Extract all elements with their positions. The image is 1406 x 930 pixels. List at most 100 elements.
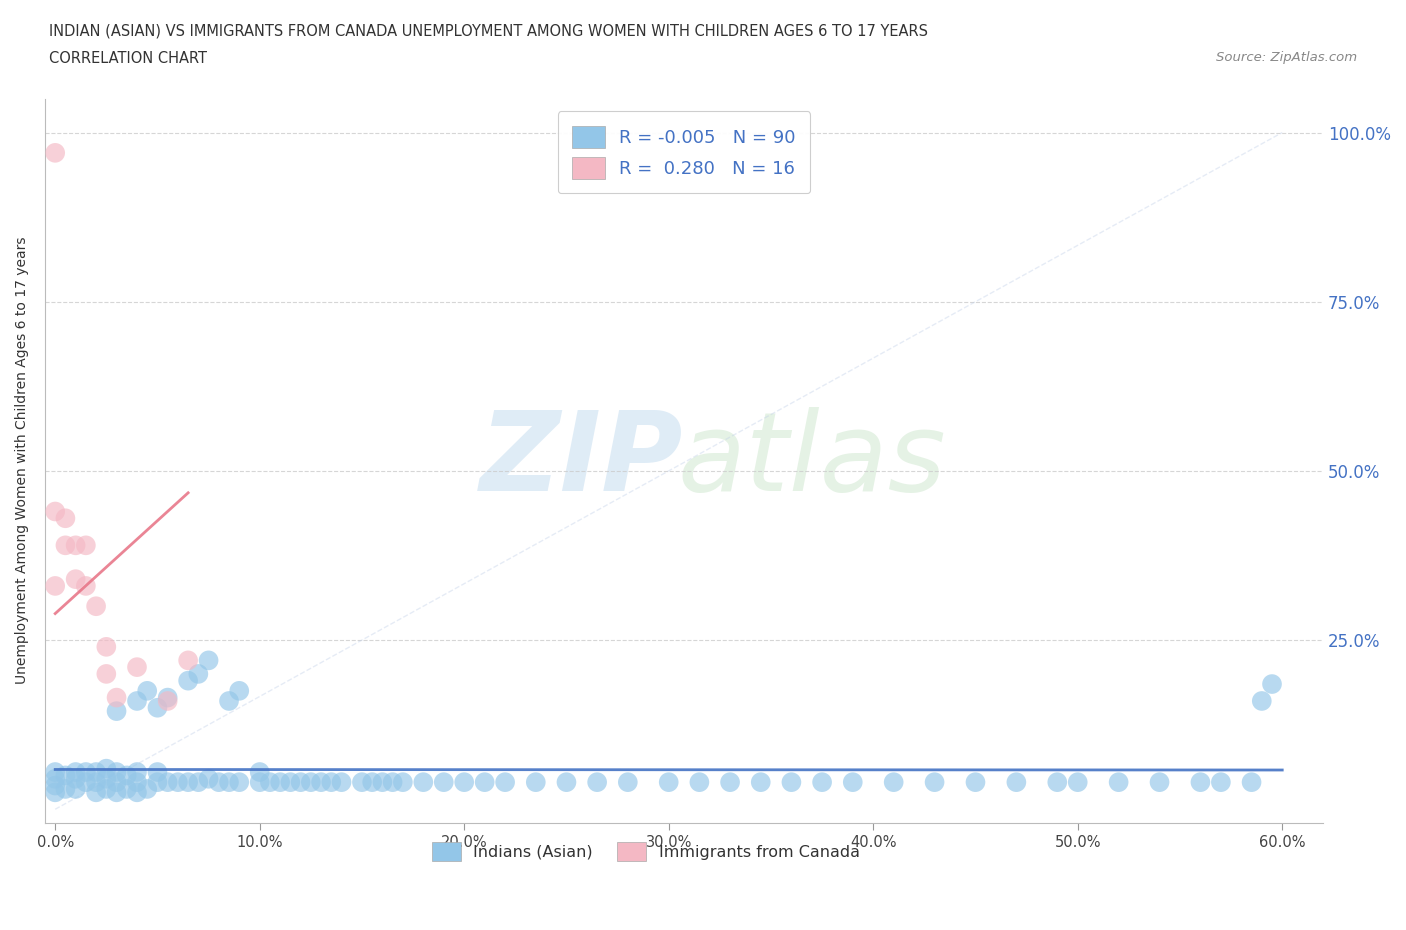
Point [156,694,179,709]
Point [688,775,710,790]
Point [84,764,107,779]
Point [84,775,107,790]
Point [218,694,240,709]
Point [218,775,240,790]
Point [330,775,353,790]
Point [555,775,578,790]
Point [156,775,179,790]
Point [321,775,343,790]
Point [136,684,159,698]
Point [96,667,118,682]
Point [177,653,200,668]
Point [474,775,496,790]
Point [125,764,148,779]
Text: ZIP: ZIP [479,407,683,514]
Point [187,667,209,682]
Point [96,781,118,796]
Point [617,775,640,790]
Point [197,771,219,786]
Point [125,659,148,674]
Point [299,775,322,790]
Point [105,704,128,719]
Point [371,775,394,790]
Legend: Indians (Asian), Immigrants from Canada: Indians (Asian), Immigrants from Canada [423,833,868,870]
Point [290,775,312,790]
Point [44,145,66,160]
Point [44,771,66,786]
Point [842,775,865,790]
Point [146,775,169,790]
Point [125,775,148,790]
Point [187,775,209,790]
Point [146,764,169,779]
Point [1209,775,1232,790]
Point [924,775,946,790]
Point [228,684,250,698]
Point [259,775,281,790]
Point [1261,677,1284,692]
Point [65,572,87,587]
Point [208,775,231,790]
Point [156,690,179,705]
Point [125,785,148,800]
Point [780,775,803,790]
Point [84,599,107,614]
Point [125,694,148,709]
Point [453,775,475,790]
Point [1240,775,1263,790]
Point [177,775,200,790]
Point [96,771,118,786]
Point [228,775,250,790]
Point [115,768,138,783]
Point [75,578,97,593]
Point [136,781,159,796]
Point [177,673,200,688]
Point [146,700,169,715]
Point [249,775,271,790]
Point [1067,775,1090,790]
Point [55,538,77,552]
Point [350,775,373,790]
Point [1250,694,1272,709]
Point [55,511,77,525]
Point [44,778,66,793]
Point [1189,775,1212,790]
Point [75,538,97,552]
Point [44,504,66,519]
Point [44,764,66,779]
Point [269,775,291,790]
Point [361,775,384,790]
Point [105,690,128,705]
Point [280,775,302,790]
Point [115,781,138,796]
Text: INDIAN (ASIAN) VS IMMIGRANTS FROM CANADA UNEMPLOYMENT AMONG WOMEN WITH CHILDREN : INDIAN (ASIAN) VS IMMIGRANTS FROM CANADA… [49,23,928,38]
Point [412,775,434,790]
Point [883,775,905,790]
Point [197,653,219,668]
Point [84,785,107,800]
Y-axis label: Unemployment Among Women with Children Ages 6 to 17 years: Unemployment Among Women with Children A… [15,237,30,684]
Point [65,764,87,779]
Point [44,578,66,593]
Point [96,640,118,655]
Point [105,775,128,790]
Point [718,775,741,790]
Point [433,775,456,790]
Point [75,775,97,790]
Point [965,775,987,790]
Point [586,775,609,790]
Point [811,775,834,790]
Point [55,768,77,783]
Text: atlas: atlas [678,407,946,514]
Point [524,775,547,790]
Point [44,785,66,800]
Point [65,771,87,786]
Point [309,775,332,790]
Point [167,775,190,790]
Point [1108,775,1130,790]
Point [658,775,681,790]
Point [494,775,516,790]
Point [1005,775,1028,790]
Text: CORRELATION CHART: CORRELATION CHART [49,51,207,66]
Text: Source: ZipAtlas.com: Source: ZipAtlas.com [1216,51,1357,64]
